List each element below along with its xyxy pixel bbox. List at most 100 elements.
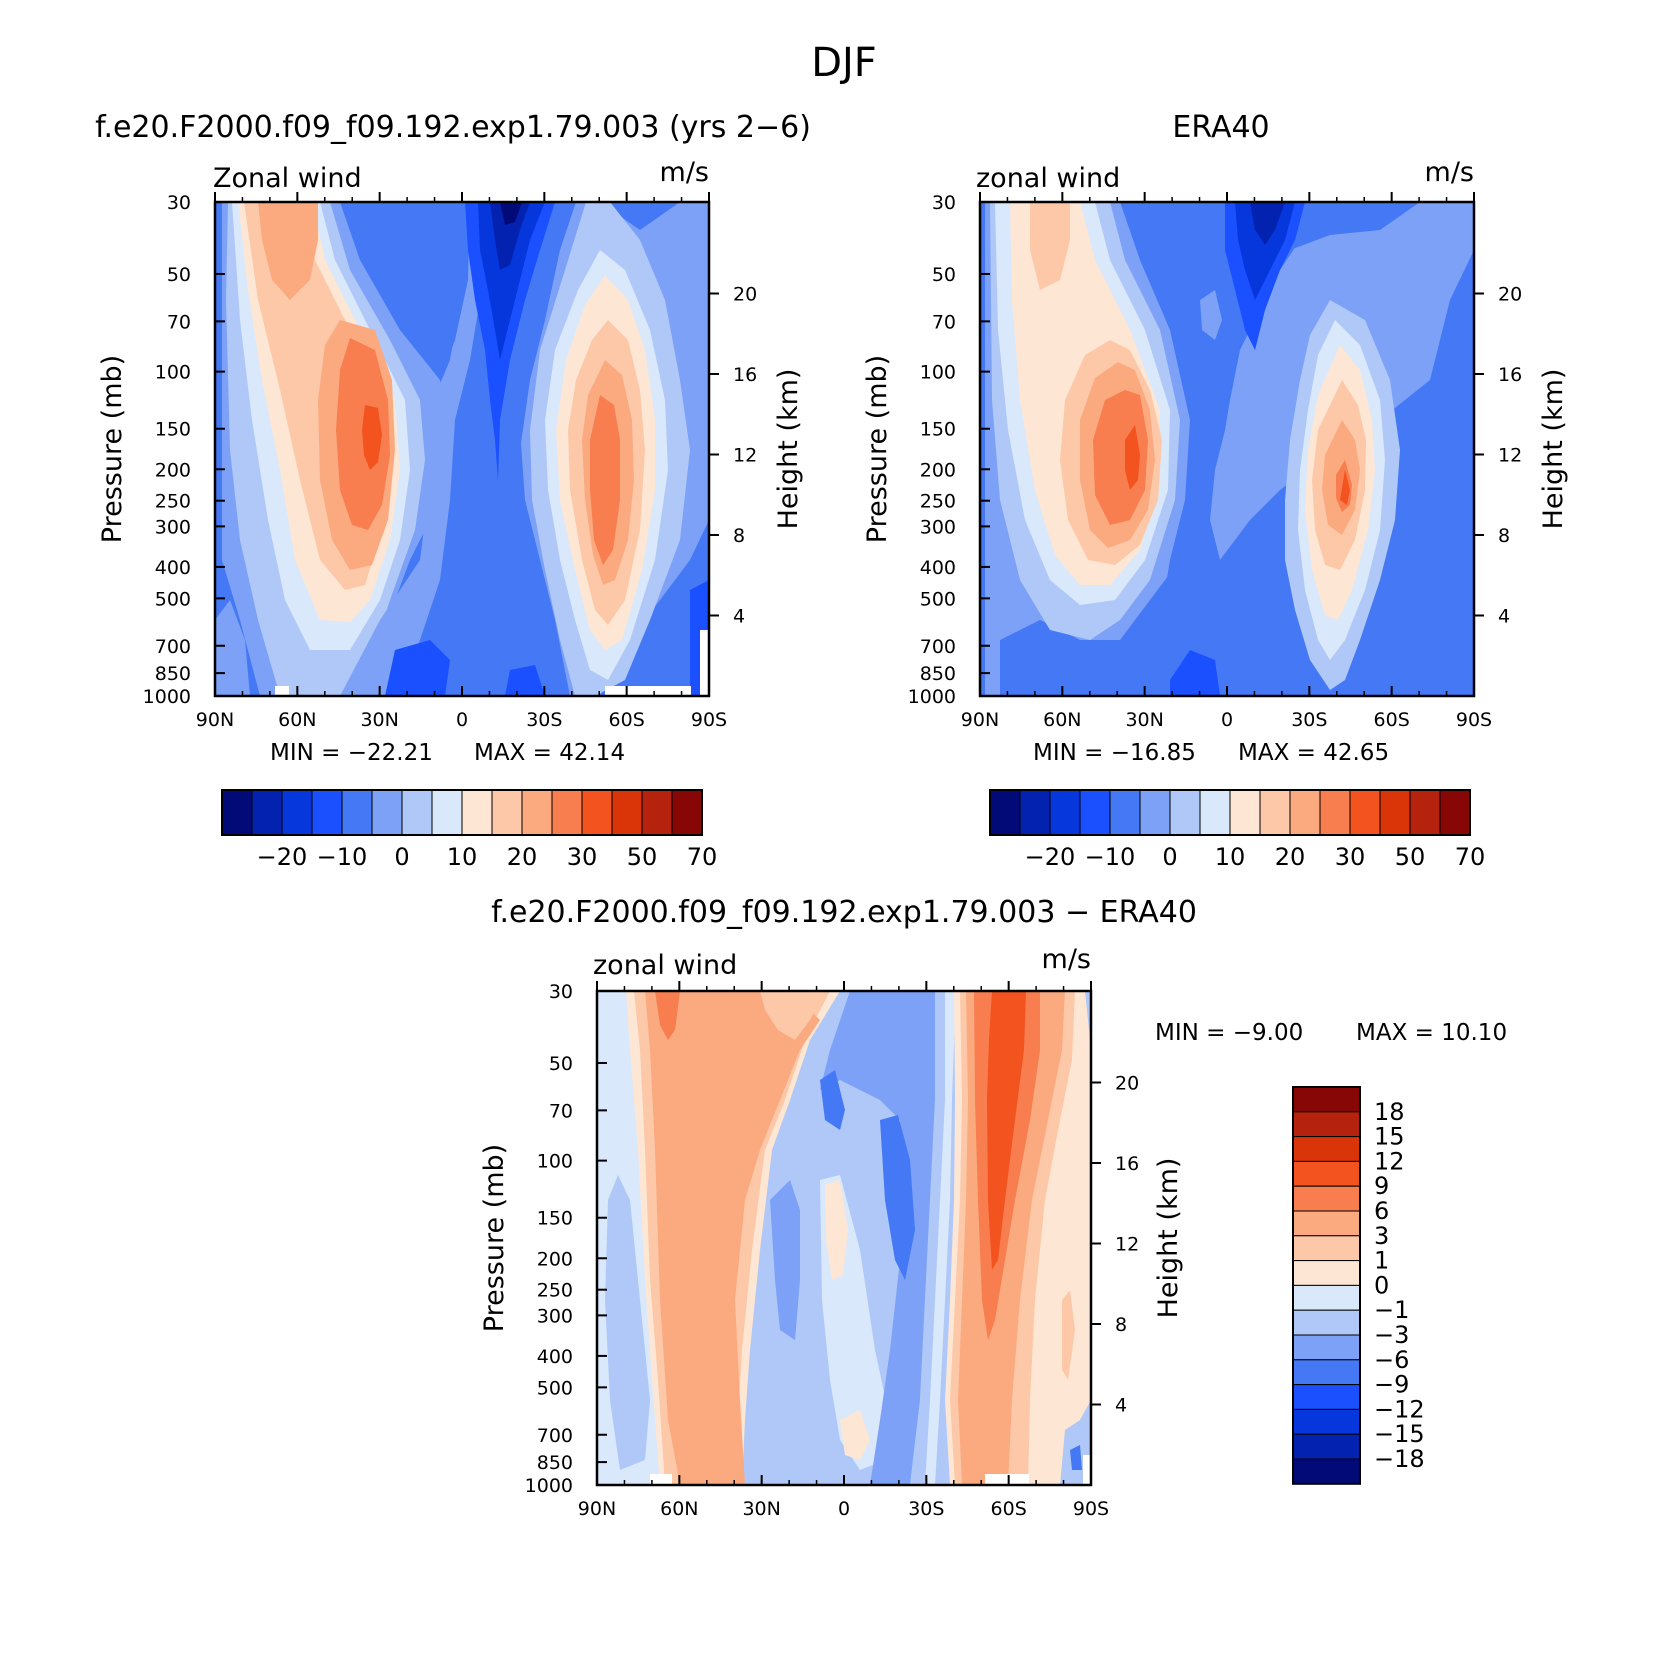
- y-axis-label: Pressure (mb): [479, 1144, 510, 1332]
- y-tick-label: 30: [549, 981, 573, 1003]
- y-tick-label: 500: [537, 1377, 573, 1399]
- panel-obs: ERA40 zonal wind m/s: [862, 110, 1569, 871]
- colorbar-box: [551, 789, 583, 836]
- colorbar-frame: [989, 789, 1471, 836]
- colorbar-box: [1319, 789, 1351, 836]
- x-tick-label: 30N: [360, 709, 398, 731]
- axes: 90N 60N 30N 0 30S 60S 90S 30 50 70 100 150 200 250 300…: [525, 981, 1139, 1520]
- contour-band: [820, 991, 940, 1485]
- panel-title: ERA40: [1172, 110, 1269, 145]
- colorbar-box: [611, 789, 643, 836]
- y-axis-label-right: Height (km): [1538, 369, 1569, 530]
- y-tick-label: 700: [920, 636, 956, 658]
- contour-band: [385, 640, 450, 696]
- y-axis-label-right: Height (km): [1153, 1158, 1184, 1319]
- colorbar-label: 30: [567, 843, 598, 871]
- colorbar-box: [1292, 1111, 1361, 1138]
- colorbar-label: 10: [447, 843, 478, 871]
- x-tick-label: 30N: [742, 1498, 780, 1520]
- y-tick-label: 30: [932, 192, 956, 214]
- y-tick-label: 50: [167, 264, 191, 286]
- contour-field: [980, 202, 1474, 696]
- contour-band: [645, 991, 820, 1485]
- y-tick-label: 30: [167, 192, 191, 214]
- x-tick-label: 60N: [1043, 709, 1081, 731]
- missing-data: [700, 630, 709, 696]
- x-tick-label: 30S: [1291, 709, 1327, 731]
- colorbar-box: [491, 789, 523, 836]
- missing-data: [605, 686, 691, 696]
- contour-band: [362, 405, 382, 470]
- colorbar-box: [1139, 789, 1171, 836]
- y-tick-label: 250: [920, 491, 956, 513]
- y-tick-label: 150: [920, 419, 956, 441]
- y-tick-label: 100: [155, 362, 191, 384]
- height-tick-label: 20: [733, 283, 757, 305]
- x-tick-label: 90S: [691, 709, 727, 731]
- colorbar-label: −20: [257, 843, 308, 871]
- y-tick-label: 400: [155, 557, 191, 579]
- colorbar-label: 20: [1275, 843, 1306, 871]
- y-tick-label: 300: [920, 516, 956, 538]
- colorbar-box: [1019, 789, 1051, 836]
- y-tick-label: 250: [537, 1280, 573, 1302]
- units-label: m/s: [660, 157, 709, 188]
- missing-data: [985, 1474, 1029, 1485]
- x-tick-label: 90S: [1456, 709, 1492, 731]
- height-tick-label: 4: [1115, 1394, 1127, 1416]
- contour-band: [258, 202, 318, 300]
- colorbar-label: −18: [1374, 1445, 1425, 1473]
- contour-band: [605, 1175, 650, 1470]
- y-tick-label: 1000: [525, 1475, 573, 1497]
- panel-model: f.e20.F2000.f09_f09.192.exp1.79.003 (yrs…: [95, 110, 811, 871]
- colorbar-box: [1292, 1235, 1361, 1262]
- y-tick-label: 500: [155, 588, 191, 610]
- contour-band: [1250, 202, 1285, 245]
- contour-band: [590, 395, 620, 565]
- colorbar-label: 0: [1374, 1271, 1389, 1299]
- height-tick-label: 16: [733, 364, 757, 386]
- y-tick-label: 700: [537, 1425, 573, 1447]
- colorbar-box: [671, 789, 703, 836]
- y-tick-label: 400: [537, 1346, 573, 1368]
- x-tick-label: 0: [1221, 709, 1233, 731]
- colorbar-box: [1409, 789, 1441, 836]
- max-readout: MAX = 10.10: [1356, 1020, 1507, 1046]
- y-tick-label: 300: [537, 1305, 573, 1327]
- contour-band: [1030, 202, 1070, 290]
- contour-band: [840, 1410, 870, 1460]
- missing-data: [1083, 1455, 1091, 1485]
- y-tick-label: 200: [920, 459, 956, 481]
- colorbar-box: [1292, 1458, 1361, 1485]
- height-tick-label: 12: [1115, 1233, 1139, 1255]
- y-tick-label: 50: [932, 264, 956, 286]
- y-axis-label: Pressure (mb): [862, 355, 893, 543]
- colorbar-label: 6: [1374, 1197, 1389, 1225]
- colorbar-box: [311, 789, 343, 836]
- min-readout: MIN = −22.21: [270, 740, 433, 766]
- colorbar-label: 50: [1395, 843, 1426, 871]
- y-tick-label: 50: [549, 1053, 573, 1075]
- y-axis-label: Pressure (mb): [97, 355, 128, 543]
- colorbar-box: [221, 789, 253, 836]
- colorbar-label: −20: [1025, 843, 1076, 871]
- panel-diff: f.e20.F2000.f09_f09.192.exp1.79.003 − ER…: [479, 895, 1507, 1520]
- height-tick-label: 12: [733, 444, 757, 466]
- colorbar-label: 15: [1374, 1123, 1405, 1151]
- colorbar-box: [1439, 789, 1471, 836]
- contour-band: [500, 202, 522, 225]
- colorbar-label: −12: [1374, 1395, 1425, 1423]
- x-tick-label: 90N: [961, 709, 999, 731]
- colorbar-frame: [1292, 1086, 1361, 1485]
- axes: 90N 60N 30N 0 30S 60S 90S 30 50 70 100 150 200 250 300…: [908, 192, 1522, 731]
- contour-band: [478, 202, 545, 360]
- colorbar-box: [1289, 789, 1321, 836]
- colorbar-box: [1292, 1408, 1361, 1435]
- units-label: m/s: [1042, 944, 1091, 975]
- x-tick-label: 60N: [660, 1498, 698, 1520]
- colorbar-box: [1379, 789, 1411, 836]
- colorbar-label: 30: [1335, 843, 1366, 871]
- height-tick-label: 20: [1498, 283, 1522, 305]
- x-tick-label: 60S: [609, 709, 645, 731]
